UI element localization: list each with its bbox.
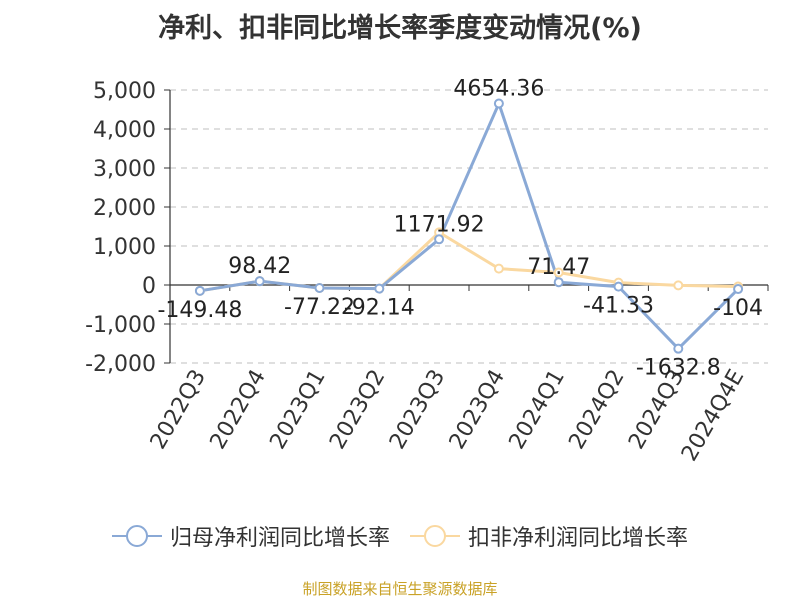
data-label: -41.33 <box>583 294 654 319</box>
x-tick-label: 2023Q2 <box>325 366 390 454</box>
data-label: 4654.36 <box>453 76 544 101</box>
data-point <box>613 281 624 292</box>
data-label: -92.14 <box>344 296 415 321</box>
data-point <box>493 263 504 274</box>
x-tick-label: 2024Q2 <box>564 366 629 454</box>
legend-item-series-1[interactable]: 归母净利润同比增长率 <box>111 520 390 552</box>
y-tick-label: -1,000 <box>85 313 156 338</box>
data-point <box>553 267 564 278</box>
series-lines <box>198 101 740 351</box>
axes: 5,0004,0003,0002,0001,0000-1,000-2,00020… <box>85 79 769 466</box>
data-point <box>374 283 385 294</box>
series-points <box>194 98 744 354</box>
x-tick-label: 2023Q4 <box>445 366 510 454</box>
y-tick-label: 0 <box>142 274 156 299</box>
legend-label-series-1: 归母净利润同比增长率 <box>169 526 390 551</box>
data-point <box>553 277 564 288</box>
data-label: -77.22 <box>284 295 355 320</box>
data-point <box>673 343 684 354</box>
data-label: 71.47 <box>527 255 590 280</box>
legend-item-series-2[interactable]: 扣非净利润同比增长率 <box>410 520 688 552</box>
legend: 归母净利润同比增长率 扣非净利润同比增长率 <box>0 520 800 552</box>
data-labels: -149.48 98.42 -77.22-92.14 1171.92 4654.36 71… <box>157 76 763 380</box>
x-tick-label: 2023Q3 <box>385 365 450 453</box>
data-label: 98.42 <box>228 254 291 279</box>
y-tick-label: 3,000 <box>93 157 156 182</box>
data-point <box>194 285 205 296</box>
data-point <box>733 284 744 295</box>
series-line-1 <box>198 101 740 351</box>
y-tick-label: 5,000 <box>93 79 156 104</box>
data-label: -149.48 <box>157 298 242 323</box>
x-tick-label: 2023Q1 <box>265 366 330 454</box>
data-point <box>673 280 684 291</box>
source-note: 制图数据来自恒生聚源数据库 <box>302 580 498 598</box>
data-label: 1171.92 <box>394 212 485 237</box>
legend-swatch-series-2 <box>410 525 460 547</box>
x-tick-label: 2024Q1 <box>505 366 570 454</box>
y-tick-label: 2,000 <box>93 196 156 221</box>
x-tick-label: 2022Q4 <box>206 366 271 454</box>
data-point <box>314 283 325 294</box>
data-label: -104 <box>713 296 763 321</box>
data-point <box>254 276 265 287</box>
y-tick-label: 1,000 <box>93 235 156 260</box>
legend-label-series-2: 扣非净利润同比增长率 <box>468 526 689 551</box>
data-point <box>434 234 445 245</box>
data-point <box>493 98 504 109</box>
data-label: -1632.8 <box>636 356 721 381</box>
y-tick-label: -2,000 <box>85 352 156 377</box>
chart-title: 净利、扣非同比增长率季度变动情况(%) <box>158 13 642 44</box>
legend-swatch-series-1 <box>111 525 162 547</box>
y-tick-label: 4,000 <box>93 118 156 143</box>
x-tick-label: 2022Q3 <box>146 366 211 454</box>
